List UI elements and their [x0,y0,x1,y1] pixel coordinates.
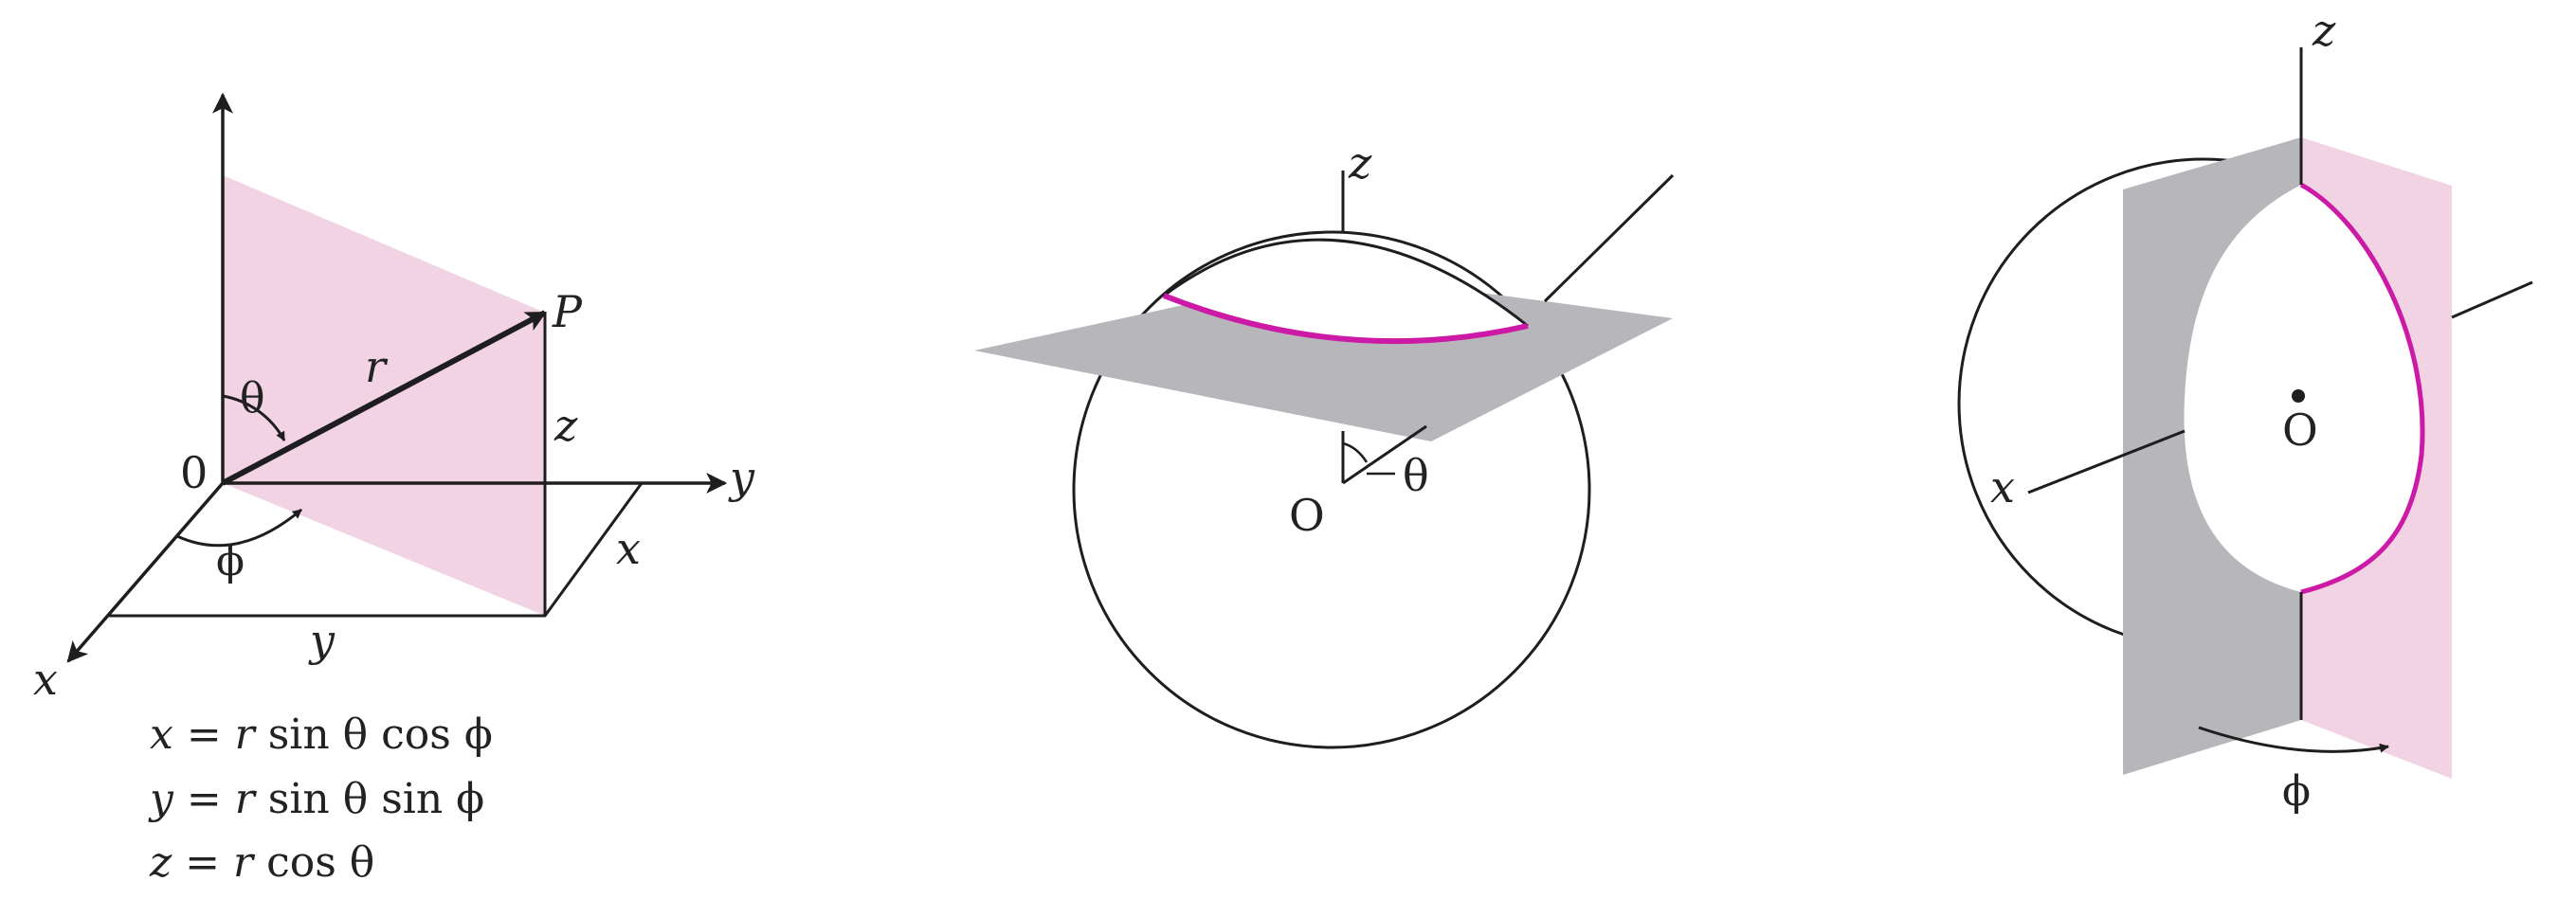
z-axis-label: z [2312,5,2336,56]
z-axis-label: z [1348,137,1372,189]
sphere-interior-cutout [2184,185,2423,592]
origin-label: O [1289,490,1325,541]
sphere-cap-outline [1163,238,1529,328]
diagonal-axis [1543,173,1675,303]
formula-y: y = r sin θ sin ϕ [148,775,484,823]
magenta-intersection-curve [1162,293,1529,345]
origin-dot [2292,389,2305,403]
origin-label: 0 [180,447,208,498]
diagonal-axis-lower [1342,424,1427,485]
point-p-label: P [552,286,583,337]
x-axis-label: x [33,654,58,705]
figure-coordinate-definition: 0 P r θ ϕ z x y y x x = r sin θ cos ϕ y … [33,92,755,887]
x-axis-label: x [1990,461,2015,512]
theta-arc [222,394,286,441]
theta-arc [1342,441,1369,463]
phi-label: ϕ [2282,767,2311,816]
formula-x: x = r sin θ cos ϕ [150,710,493,759]
x-axis [66,481,225,663]
phi-label: ϕ [216,537,245,585]
phi-arc [176,508,302,548]
figure-constant-theta-cone: z O θ [974,137,1675,749]
sphere-cap [1164,240,1528,342]
r-vector [221,310,547,486]
z-height-label: z [553,400,578,451]
radius-label: r [365,341,389,392]
phi-arc [2198,726,2389,753]
x-side-label: x [616,523,641,574]
formula-z: z = r cos θ [149,838,374,887]
y-side-label: y [308,615,336,666]
y-axis-label: y [728,452,755,503]
origin-label: O [2282,405,2318,456]
x-axis [2027,429,2186,494]
sphere-outline [1072,230,1591,749]
magenta-meridian-curve [2299,182,2425,595]
theta-label: θ [1403,450,1429,501]
figure-constant-phi-plane: z x O ϕ [1957,5,2533,816]
theta-label: θ [240,374,265,423]
y-axis-stub [2451,280,2533,319]
